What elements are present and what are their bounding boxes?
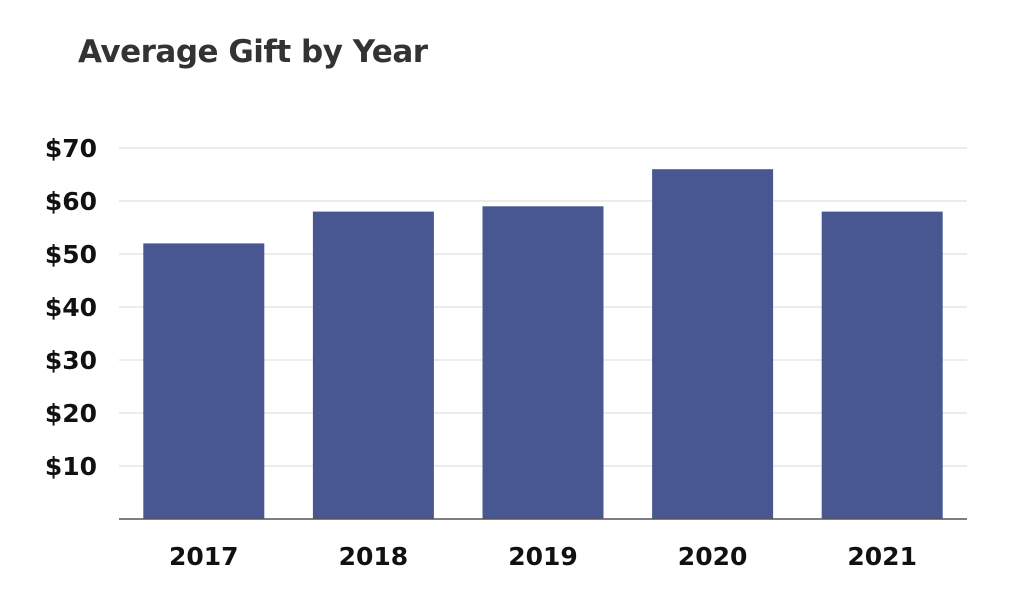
x-tick-label: 2020 xyxy=(678,542,748,571)
x-tick-label: 2021 xyxy=(847,542,917,571)
y-tick-labels: $10 $20 $30 $40 $50 $60 $70 xyxy=(45,134,97,481)
y-tick-label: $70 xyxy=(45,134,97,163)
x-tick-label: 2018 xyxy=(339,542,409,571)
y-tick-label: $20 xyxy=(45,399,97,428)
y-tick-label: $40 xyxy=(45,293,97,322)
y-tick-label: $30 xyxy=(45,346,97,375)
chart-title: Average Gift by Year xyxy=(78,34,428,70)
bar-2019 xyxy=(482,206,604,520)
y-tick-label: $60 xyxy=(45,187,97,216)
bars xyxy=(143,169,943,520)
bar-2017 xyxy=(143,243,265,519)
bar-2021 xyxy=(821,211,943,519)
y-tick-label: $50 xyxy=(45,240,97,269)
x-tick-label: 2019 xyxy=(508,542,578,571)
y-tick-label: $10 xyxy=(45,452,97,481)
x-tick-labels: 2017 2018 2019 2020 2021 xyxy=(169,542,917,571)
bar-2020 xyxy=(652,169,774,519)
x-tick-label: 2017 xyxy=(169,542,239,571)
bar-2018 xyxy=(312,211,434,519)
